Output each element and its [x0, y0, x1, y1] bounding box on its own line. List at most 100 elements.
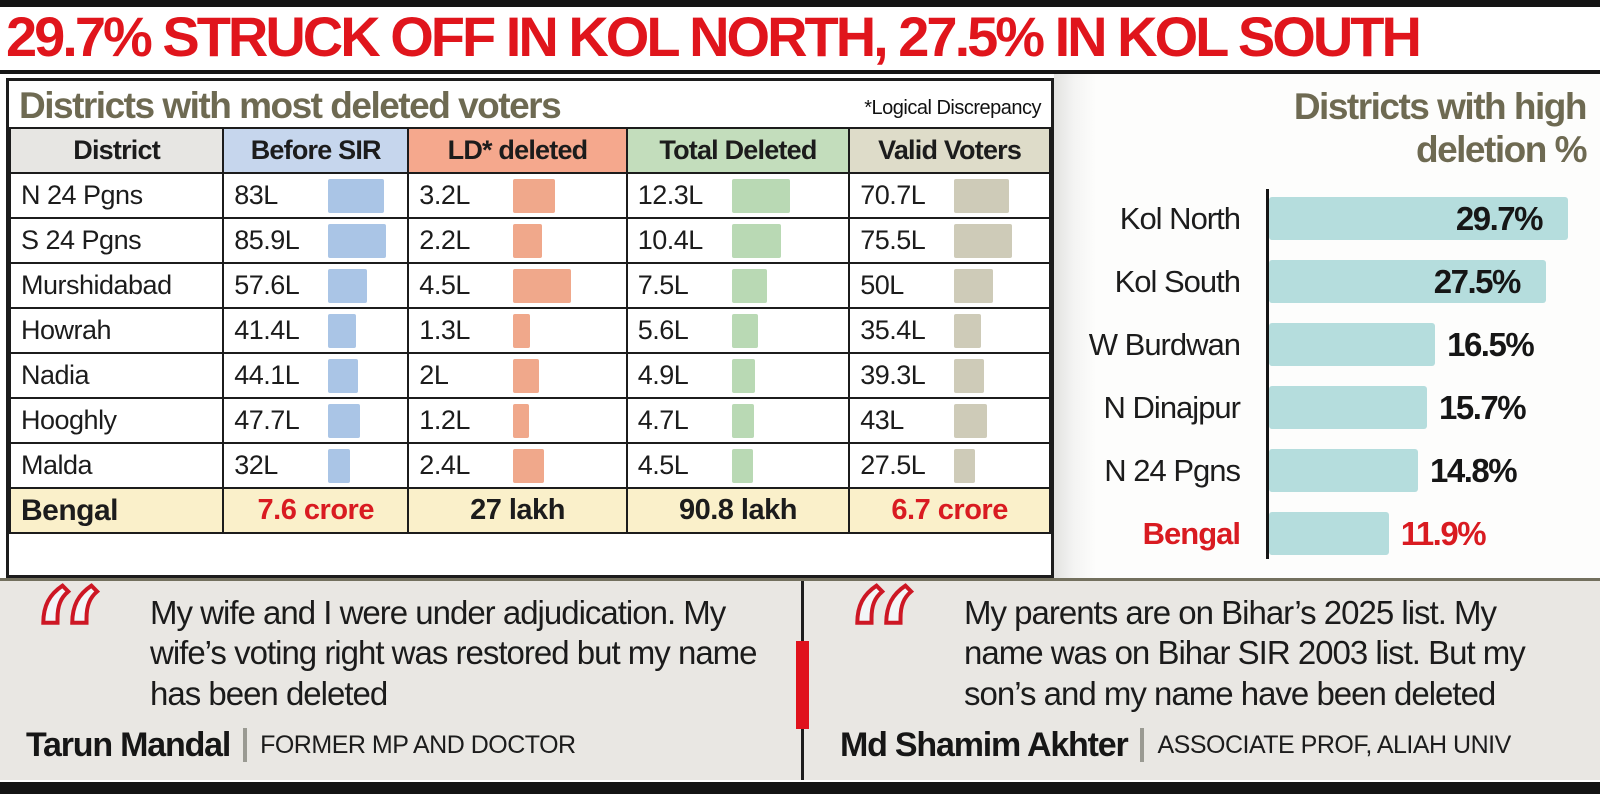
- table-panel-header: Districts with most deleted voters *Logi…: [9, 81, 1051, 127]
- chart-bar: [1269, 323, 1436, 367]
- cell-bar: [328, 178, 385, 213]
- value-cell: 50L: [848, 262, 1051, 309]
- main-headline: 29.7% STRUCK OFF IN KOL NORTH, 27.5% IN …: [0, 5, 1600, 74]
- value-cell: 41.4L: [222, 307, 410, 354]
- value-cell: 27.5L: [848, 442, 1051, 489]
- district-cell: Nadia: [8, 352, 225, 399]
- chart-axis-line: [1266, 189, 1269, 560]
- district-cell: Howrah: [8, 307, 225, 354]
- value-cell: 4.5L: [407, 262, 628, 309]
- quote-left-name: Tarun Mandal: [26, 725, 231, 764]
- table-row: Howrah 41.4L 1.3L 5.6L 35.4L: [8, 307, 1051, 354]
- cell-value: 39.3L: [860, 360, 926, 390]
- chart-bar-area: 29.7%: [1254, 197, 1590, 241]
- cell-value: 1.3L: [419, 315, 470, 345]
- cell-value: 2L: [419, 360, 449, 390]
- table-row: Malda 32L 2.4L 4.5L 27.5L: [8, 442, 1051, 489]
- table-title: Districts with most deleted voters: [19, 85, 562, 126]
- quotes-divider-red-bar: [796, 641, 809, 729]
- column-header: LD* deleted: [407, 127, 628, 174]
- chart-row: Kol North 29.7%: [1054, 187, 1590, 250]
- cell-bar: [954, 448, 976, 483]
- deleted-voters-table: District Before SIR LD* deleted Total Delet…: [8, 127, 1051, 534]
- cell-value: 3.2L: [419, 180, 470, 210]
- chart-bar-area: 11.9%: [1254, 512, 1590, 556]
- district-cell: N 24 Pgns: [8, 172, 225, 219]
- chart-category-label: Bengal: [1142, 515, 1241, 551]
- quote-left-text: “ My wife and I were under adjudication. …: [26, 559, 774, 733]
- cell-bar: [954, 178, 1009, 213]
- cell-value: 4.5L: [637, 450, 689, 480]
- totals-value: 90.8 lakh: [625, 487, 851, 534]
- cell-bar: [328, 223, 387, 258]
- value-cell: 4.7L: [625, 397, 851, 444]
- cell-bar: [328, 448, 350, 483]
- cell-bar: [513, 403, 529, 438]
- district-cell: S 24 Pgns: [8, 217, 225, 264]
- quote-right-body: My parents are on Bihar’s 2025 list. My …: [964, 594, 1526, 712]
- chart-category-label: Kol North: [1119, 200, 1241, 236]
- chart-category-label: N 24 Pgns: [1104, 452, 1241, 488]
- table-row: Nadia 44.1L 2L 4.9L 39.3L: [8, 352, 1051, 399]
- quotes-section: “ My wife and I were under adjudication. …: [0, 559, 1600, 780]
- attribution-divider: [1140, 728, 1145, 763]
- quote-right-role: ASSOCIATE PROF, ALIAH UNIV: [1157, 730, 1511, 759]
- totals-row: Bengal 7.6 crore 27 lakh 90.8 lakh 6.7 crore: [8, 487, 1051, 534]
- cell-bar: [731, 223, 781, 258]
- value-cell: 4.9L: [625, 352, 851, 399]
- cell-bar: [513, 448, 545, 483]
- chart-bar-area: 14.8%: [1254, 449, 1590, 493]
- cell-value: 35.4L: [860, 315, 926, 345]
- quote-marks-icon: “: [840, 559, 921, 733]
- cell-value: 4.7L: [637, 405, 689, 435]
- value-cell: 44.1L: [222, 352, 410, 399]
- chart-value-label: 15.7%: [1439, 388, 1527, 426]
- table-row: N 24 Pgns 83L 3.2L 12.3L 70.7L: [8, 172, 1051, 219]
- chart-value-label: 16.5%: [1447, 325, 1535, 363]
- value-cell: 5.6L: [625, 307, 851, 354]
- value-cell: 35.4L: [848, 307, 1051, 354]
- cell-value: 83L: [234, 180, 278, 210]
- district-cell: Malda: [8, 442, 225, 489]
- value-cell: 43L: [848, 397, 1051, 444]
- cell-bar: [731, 403, 754, 438]
- value-cell: 2L: [407, 352, 628, 399]
- cell-value: 27.5L: [860, 450, 926, 480]
- quote-left-attribution: Tarun Mandal FORMER MP AND DOCTOR: [26, 726, 774, 765]
- totals-label: Bengal: [8, 487, 225, 534]
- quote-marks-icon: “: [26, 559, 107, 733]
- cell-bar: [731, 313, 759, 348]
- cell-bar: [328, 268, 368, 303]
- chart-bar: [1269, 512, 1389, 556]
- cell-bar: [328, 313, 357, 348]
- main-content: Districts with most deleted voters *Logi…: [0, 74, 1600, 578]
- quote-left-body: My wife and I were under adjudication. M…: [150, 594, 758, 712]
- column-header: Valid Voters: [848, 127, 1051, 174]
- chart-value-label: 14.8%: [1429, 451, 1518, 489]
- cell-value: 32L: [234, 450, 278, 480]
- chart-category-label: W Burdwan: [1088, 326, 1241, 362]
- value-cell: 70.7L: [848, 172, 1051, 219]
- cell-value: 50L: [860, 270, 904, 300]
- value-cell: 7.5L: [625, 262, 851, 309]
- cell-value: 75.5L: [860, 225, 926, 255]
- quote-right: “ My parents are on Bihar’s 2025 list. My…: [800, 559, 1600, 780]
- cell-value: 70.7L: [860, 180, 926, 210]
- cell-value: 85.9L: [234, 225, 300, 255]
- chart-category-label: Kol South: [1114, 263, 1241, 299]
- cell-value: 12.3L: [637, 180, 704, 210]
- cell-bar: [513, 313, 531, 348]
- cell-value: 10.4L: [637, 225, 704, 255]
- attribution-divider: [243, 728, 248, 763]
- value-cell: 57.6L: [222, 262, 410, 309]
- cell-value: 4.5L: [419, 270, 470, 300]
- value-cell: 1.3L: [407, 307, 628, 354]
- cell-bar: [954, 358, 985, 393]
- cell-value: 5.6L: [637, 315, 689, 345]
- chart-value-label: 27.5%: [1433, 262, 1522, 300]
- value-cell: 4.5L: [625, 442, 851, 489]
- cell-value: 2.4L: [419, 450, 470, 480]
- column-header: District: [8, 127, 225, 174]
- cell-bar: [731, 358, 755, 393]
